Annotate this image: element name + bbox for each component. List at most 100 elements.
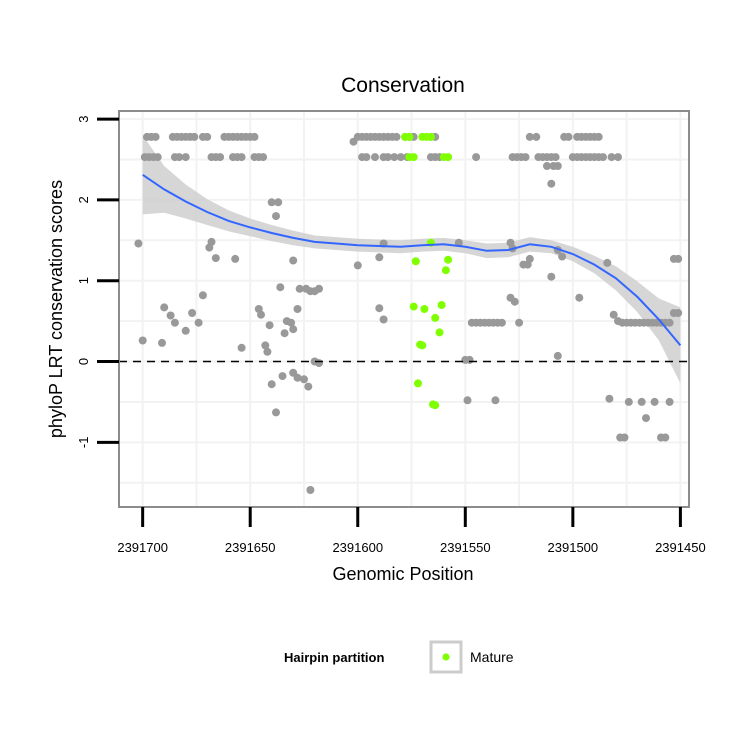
point bbox=[607, 153, 616, 162]
point-mature bbox=[431, 401, 440, 410]
point bbox=[211, 254, 220, 263]
point bbox=[293, 305, 302, 313]
point bbox=[575, 293, 584, 302]
point-mature bbox=[435, 328, 444, 337]
point bbox=[665, 397, 674, 406]
point bbox=[605, 394, 614, 403]
point bbox=[231, 254, 240, 263]
point bbox=[257, 310, 265, 319]
point bbox=[194, 318, 203, 327]
point bbox=[375, 253, 384, 262]
point bbox=[304, 382, 313, 391]
point bbox=[237, 153, 246, 162]
point-mature bbox=[441, 266, 450, 275]
point bbox=[510, 297, 519, 306]
point bbox=[551, 153, 560, 162]
point bbox=[564, 132, 573, 141]
point bbox=[599, 153, 607, 162]
point bbox=[259, 153, 268, 162]
x-tick-label: 2391700 bbox=[117, 540, 168, 555]
point bbox=[280, 329, 289, 338]
point-mature bbox=[444, 255, 453, 264]
point bbox=[151, 132, 160, 141]
point bbox=[392, 132, 401, 141]
point bbox=[134, 239, 143, 248]
point bbox=[465, 355, 474, 364]
y-tick-label: 3 bbox=[76, 115, 91, 122]
point-mature bbox=[418, 341, 427, 350]
point bbox=[315, 284, 323, 293]
y-tick-label: 1 bbox=[76, 277, 91, 284]
point bbox=[525, 254, 534, 263]
point bbox=[198, 291, 207, 300]
point bbox=[276, 283, 285, 292]
point bbox=[525, 132, 534, 141]
point bbox=[315, 359, 323, 368]
point bbox=[650, 397, 659, 406]
point-mature bbox=[444, 153, 453, 162]
point bbox=[306, 486, 315, 494]
legend-label-mature: Mature bbox=[470, 649, 514, 665]
point-mature bbox=[426, 132, 435, 141]
point bbox=[181, 153, 190, 162]
point bbox=[158, 338, 166, 347]
point bbox=[642, 414, 650, 423]
point bbox=[624, 397, 633, 406]
point bbox=[295, 284, 304, 293]
smooth-trend-line bbox=[142, 173, 682, 347]
point-mature bbox=[414, 379, 422, 388]
point bbox=[497, 318, 506, 327]
point bbox=[265, 321, 274, 330]
x-tick-label: 2391600 bbox=[332, 540, 383, 555]
point bbox=[181, 326, 190, 335]
point bbox=[558, 252, 567, 261]
point bbox=[274, 198, 283, 207]
point bbox=[278, 372, 287, 381]
point bbox=[532, 132, 541, 141]
point-mature bbox=[409, 153, 418, 162]
point bbox=[371, 153, 379, 162]
point bbox=[267, 380, 276, 389]
point bbox=[160, 303, 169, 312]
x-tick-label: 2391450 bbox=[655, 540, 706, 555]
point bbox=[543, 162, 551, 170]
x-axis-title: Genomic Position bbox=[332, 564, 473, 584]
point bbox=[674, 254, 683, 263]
point-mature bbox=[411, 257, 420, 266]
legend: Hairpin partition Mature bbox=[284, 640, 514, 674]
point bbox=[620, 433, 629, 442]
point bbox=[289, 325, 298, 334]
point bbox=[379, 315, 388, 324]
point bbox=[289, 256, 298, 265]
point bbox=[188, 309, 197, 317]
panel-border bbox=[118, 110, 690, 508]
point bbox=[261, 341, 270, 350]
point bbox=[190, 132, 199, 141]
point bbox=[463, 396, 472, 405]
point bbox=[547, 179, 556, 188]
legend-key-mature bbox=[442, 653, 450, 661]
plot-panel bbox=[119, 111, 689, 507]
point bbox=[614, 153, 622, 162]
point bbox=[287, 318, 296, 327]
point-mature bbox=[405, 132, 414, 141]
point bbox=[603, 258, 612, 267]
chart-title: Conservation bbox=[341, 74, 465, 97]
point bbox=[515, 318, 524, 327]
point bbox=[594, 132, 603, 141]
point bbox=[237, 343, 246, 352]
point bbox=[216, 153, 225, 162]
point bbox=[170, 318, 179, 327]
point-mature bbox=[437, 301, 446, 309]
x-tick-label: 2391500 bbox=[548, 540, 599, 555]
point bbox=[263, 347, 272, 356]
confidence-band bbox=[142, 135, 681, 384]
point bbox=[665, 318, 674, 327]
y-axis-title: phyloP LRT conservation scores bbox=[46, 180, 66, 438]
x-axis: 2391700 2391650 2391600 2391550 2391500 23914… bbox=[117, 507, 706, 555]
y-tick-label: -1 bbox=[76, 437, 91, 449]
y-tick-label: 0 bbox=[76, 358, 91, 365]
point bbox=[609, 310, 618, 319]
point-mature bbox=[431, 313, 440, 322]
